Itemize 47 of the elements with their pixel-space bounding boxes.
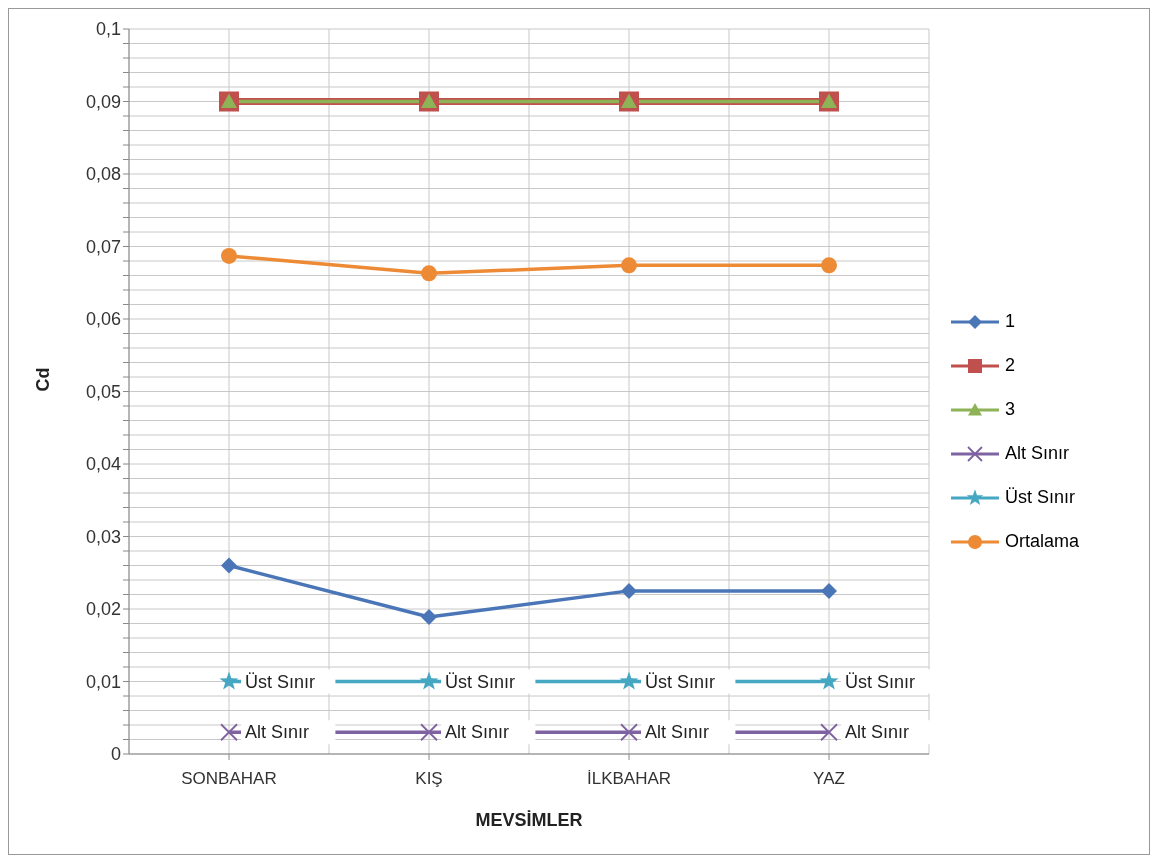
y-tick-label: 0,03 [85,526,121,547]
point [421,608,437,625]
y-tick-label: 0,08 [85,164,121,185]
y-tick-label: 0,01 [85,671,121,692]
point [821,582,837,599]
x-tick-label: YAZ [813,769,845,789]
point [820,723,838,742]
legend-label: 3 [1005,399,1016,420]
y-tick-label: 0,05 [85,381,121,402]
x-tick-label: SONBAHAR [181,769,277,789]
x-tick-label: İLKBAHAR [586,769,672,789]
point [620,723,638,742]
data-label: Üst Sınır [445,671,516,692]
point [220,723,238,742]
point [221,557,237,574]
data-label: Alt Sınır [445,722,510,743]
point [221,247,237,264]
y-tick-label: 0 [110,744,121,765]
y-tick-label: 0,06 [85,309,121,330]
y-tick-label: 0,1 [95,19,121,40]
data-label: Üst Sınır [245,671,316,692]
point [621,257,637,274]
legend-label: Alt Sınır [1005,443,1070,464]
y-tick-label: 0,02 [85,599,121,620]
y-tick-label: 0,07 [85,236,121,257]
y-tick-label: 0,04 [85,454,121,475]
y-axis-title: Cd [33,367,54,392]
point [621,582,637,599]
point [619,671,639,690]
x-tick-label: KIŞ [415,769,443,789]
point [821,257,837,274]
legend-label: Ortalama [1005,531,1080,552]
legend-label: Üst Sınır [1005,487,1076,508]
point [419,671,439,690]
point [420,723,438,742]
data-label: Alt Sınır [845,722,910,743]
legend-label: 1 [1005,311,1016,332]
data-label: Üst Sınır [845,671,916,692]
point [819,671,839,690]
data-label: Üst Sınır [645,671,716,692]
x-axis-title: MEVSİMLER [475,810,583,830]
y-tick-label: 0,09 [85,91,121,112]
point [421,265,437,282]
point [219,671,239,690]
data-label: Alt Sınır [245,722,310,743]
data-label: Alt Sınır [645,722,710,743]
legend-label: 2 [1005,355,1016,376]
